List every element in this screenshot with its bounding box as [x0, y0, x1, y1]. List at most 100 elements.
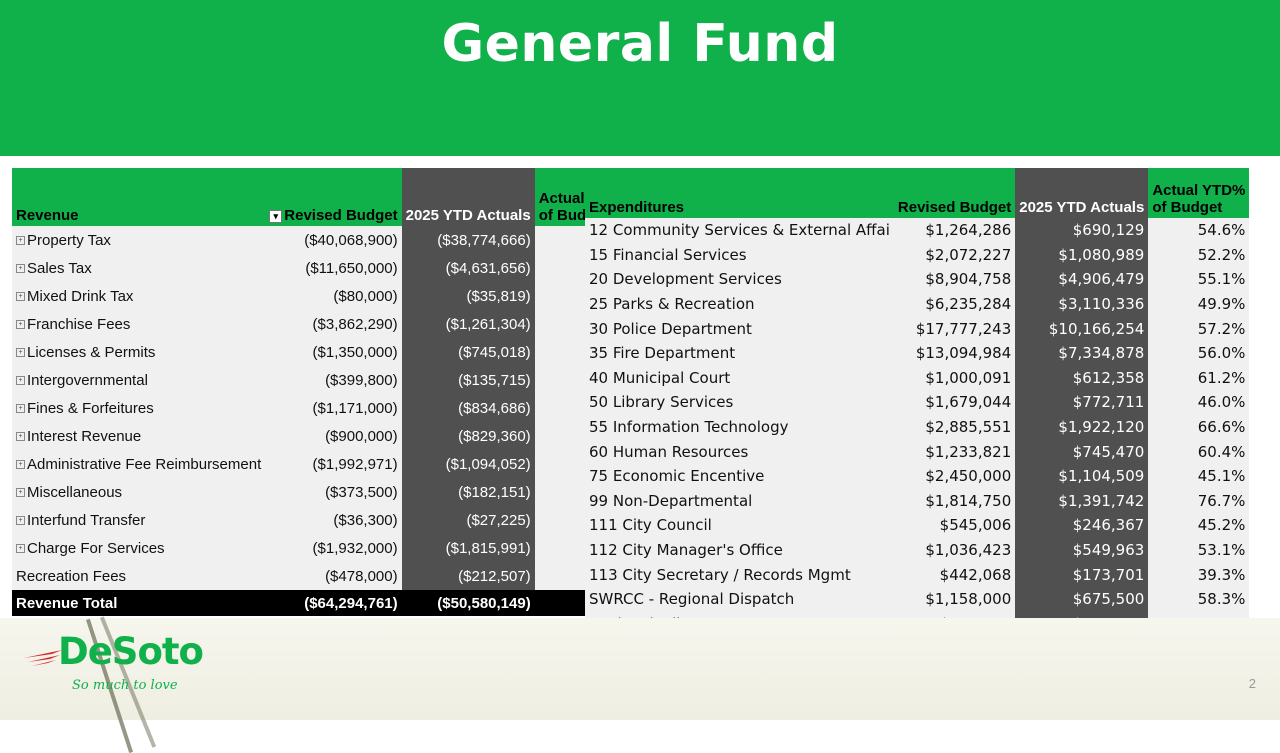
expand-icon[interactable]: +: [16, 432, 25, 442]
expenditure-row-ytd: $745,470: [1015, 439, 1149, 464]
revenue-row-name: + Franchise Fees: [12, 310, 266, 338]
revenue-budget-header[interactable]: ▾ Revised Budget: [265, 168, 402, 226]
revenue-row-budget: ($80,000): [265, 282, 402, 310]
revenue-row-ytd: ($27,225): [401, 506, 535, 534]
revenue-row: +Franchise Fees($3,862,290)($1,261,304)3…: [12, 310, 636, 338]
title-banner: General Fund: [0, 0, 1280, 156]
expenditure-row-ytd: $7,334,878: [1015, 340, 1149, 366]
expenditure-row-pct: 54.6%: [1148, 218, 1250, 243]
expenditure-row-pct: 66.6%: [1148, 414, 1250, 440]
expenditure-row-ytd: $1,922,120: [1015, 414, 1149, 440]
expand-icon[interactable]: +: [16, 376, 25, 386]
expenditure-row-name: 25 Parks & Recreation: [585, 291, 894, 317]
expenditure-row-budget: $1,000,091: [893, 365, 1016, 391]
revenue-row: +Sales Tax($11,650,000)($4,631,656)39.8%: [12, 254, 636, 282]
expenditure-row: 40 Municipal Court $1,000,091 $612,358 61.2…: [585, 365, 1250, 391]
revenue-row-label: Recreation Fees: [16, 567, 127, 585]
expand-icon[interactable]: +: [16, 292, 25, 302]
expenditure-row-ytd: $612,358: [1015, 365, 1149, 391]
expenditure-row-pct: 46.0%: [1148, 390, 1250, 415]
expenditure-header-row: Expenditures Revised Budget 2025 YTD Act…: [585, 168, 1250, 218]
expenditure-row-ytd: $246,367: [1015, 513, 1149, 538]
revenue-total-label: Revenue Total: [12, 590, 266, 616]
expenditure-row-ytd: $549,963: [1015, 537, 1149, 563]
expenditure-budget-header: Revised Budget: [893, 168, 1016, 218]
expenditure-row-pct: 52.2%: [1148, 242, 1250, 268]
expenditure-row-budget: $2,072,227: [893, 242, 1016, 268]
expenditure-row-pct: 76.7%: [1148, 488, 1250, 514]
expenditure-row-name: 55 Information Technology: [585, 414, 894, 440]
expenditure-pct-header: Actual YTD% of Budget: [1148, 168, 1250, 218]
expand-icon[interactable]: +: [16, 516, 25, 526]
revenue-row-budget: ($1,171,000): [265, 394, 402, 422]
revenue-row-ytd: ($135,715): [401, 366, 535, 394]
expenditure-row-name: 40 Municipal Court: [585, 365, 894, 391]
expenditure-row: SWRCC - Regional Dispatch $1,158,000 $675,…: [585, 586, 1250, 612]
revenue-row-name: + Sales Tax: [12, 254, 266, 282]
revenue-row-label: Sales Tax: [27, 259, 92, 277]
slide-number: 2: [1248, 676, 1256, 691]
expenditure-row: 60 Human Resources $1,233,821 $745,470 60.4…: [585, 439, 1250, 464]
expand-icon[interactable]: +: [16, 544, 25, 554]
expenditure-row-ytd: $772,711: [1015, 390, 1149, 415]
expenditure-row-budget: $2,450,000: [893, 463, 1016, 489]
revenue-row: Recreation Fees($478,000)($212,507)44.5%: [12, 562, 636, 590]
expenditure-row-pct: 56.0%: [1148, 340, 1250, 366]
logo-tagline: So much to love: [72, 678, 178, 693]
expenditure-row: 50 Library Services $1,679,044 $772,711 46.…: [585, 390, 1250, 415]
revenue-row-budget: ($399,800): [265, 366, 402, 394]
expenditure-pct-header-line2: of Budget: [1152, 199, 1223, 216]
revenue-row-name: + Charge For Services: [12, 534, 266, 562]
expenditure-row-name: SWRCC - Regional Dispatch: [585, 586, 894, 612]
expenditure-row-budget: $1,036,423: [893, 537, 1016, 563]
revenue-row-label: Mixed Drink Tax: [27, 287, 134, 305]
expand-icon[interactable]: +: [16, 488, 25, 498]
revenue-row-label: Interest Revenue: [27, 427, 142, 445]
expand-icon[interactable]: +: [16, 236, 25, 246]
revenue-row-name: + Miscellaneous: [12, 478, 266, 506]
expenditure-row-pct: 49.9%: [1148, 291, 1250, 317]
revenue-row-name: + Licenses & Permits: [12, 338, 266, 366]
expenditure-row-pct: 61.2%: [1148, 365, 1250, 391]
revenue-row-name: + Interfund Transfer: [12, 506, 266, 534]
expenditure-row-budget: $6,235,284: [893, 291, 1016, 317]
revenue-row-name: + Mixed Drink Tax: [12, 282, 266, 310]
expenditure-row-budget: $8,904,758: [893, 267, 1016, 292]
revenue-row: +Interfund Transfer($36,300)($27,225)75.…: [12, 506, 636, 534]
expenditure-row: 15 Financial Services $2,072,227 $1,080,98…: [585, 242, 1250, 268]
expenditure-row: 35 Fire Department $13,094,984 $7,334,878 5…: [585, 340, 1250, 366]
expenditure-row-pct: 60.4%: [1148, 439, 1250, 464]
revenue-row-ytd: ($212,507): [401, 562, 535, 590]
revenue-row-name: + Intergovernmental: [12, 366, 266, 394]
expenditure-row-ytd: $675,500: [1015, 586, 1149, 612]
expenditure-row-name: 112 City Manager's Office: [585, 537, 894, 563]
revenue-row-label: Miscellaneous: [27, 483, 123, 501]
expenditure-row-name: 60 Human Resources: [585, 439, 894, 464]
revenue-row-ytd: ($38,774,666): [401, 226, 535, 254]
expenditure-row-name: 30 Police Department: [585, 316, 894, 341]
expenditure-row-name: 75 Economic Encentive: [585, 463, 894, 489]
revenue-row-ytd: ($1,815,991): [401, 534, 535, 562]
expand-icon[interactable]: +: [16, 348, 25, 358]
expand-icon[interactable]: +: [16, 320, 25, 330]
revenue-row: + Administrative Fee Reimbursement ($1,992…: [12, 450, 636, 478]
expand-icon[interactable]: +: [16, 460, 25, 470]
expenditure-row: 25 Parks & Recreation $6,235,284 $3,110,33…: [585, 291, 1250, 317]
expand-icon[interactable]: +: [16, 404, 25, 414]
revenue-row-label: Fines & Forfeitures: [27, 399, 154, 417]
revenue-row-budget: ($40,068,900): [265, 226, 402, 254]
revenue-budget-header-label: Revised Budget: [284, 207, 398, 224]
expenditure-pct-header-line1: Actual YTD%: [1152, 182, 1246, 199]
revenue-row: + Fines & Forfeitures ($1,171,000) ($834,68…: [12, 394, 636, 422]
expenditure-row-ytd: $690,129: [1015, 218, 1149, 243]
revenue-header-label: Revenue: [16, 207, 79, 224]
revenue-total-row: Revenue Total($64,294,761)($50,580,149)7…: [12, 590, 636, 616]
revenue-row-budget: ($1,992,971): [265, 450, 402, 478]
expenditure-row-name: 15 Financial Services: [585, 242, 894, 268]
revenue-row: + Charge For Services ($1,932,000) ($1,815,…: [12, 534, 636, 562]
logo-wing-icon: [24, 650, 62, 666]
expenditure-row: 112 City Manager's Office $1,036,423 $549,…: [585, 537, 1250, 563]
expenditure-row: 55 Information Technology $2,885,551 $1,92…: [585, 414, 1250, 440]
expand-icon[interactable]: +: [16, 264, 25, 274]
filter-icon[interactable]: ▾: [269, 209, 283, 223]
